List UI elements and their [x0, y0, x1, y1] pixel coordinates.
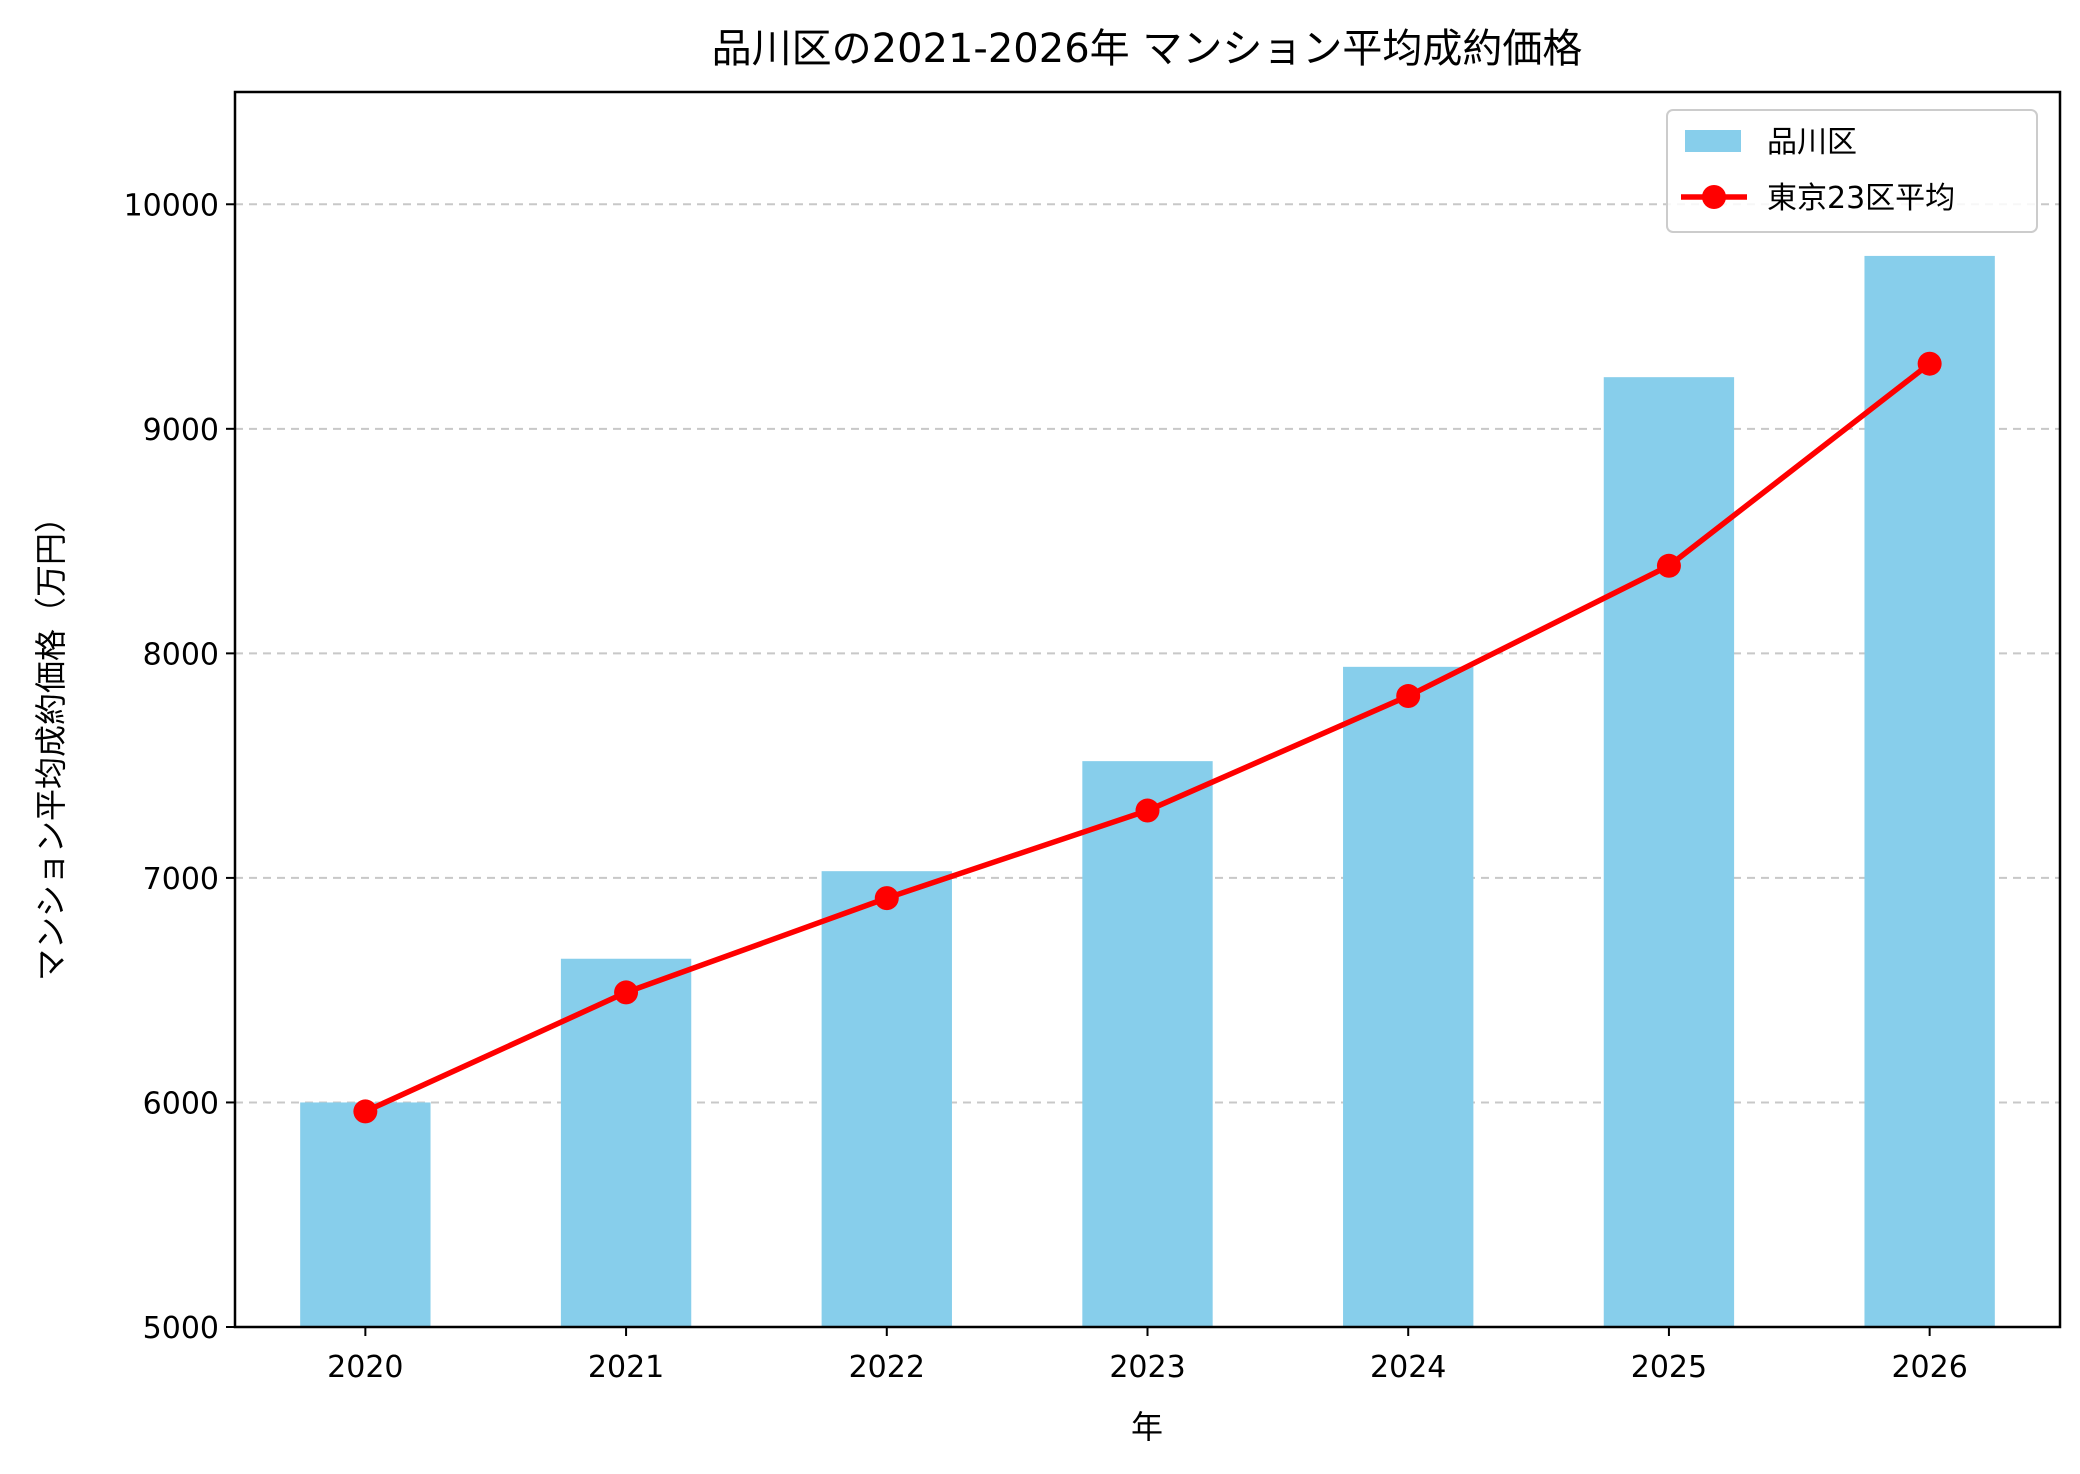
legend-label-tokyo23-average: 東京23区平均 — [1767, 181, 1955, 216]
y-tick-label: 5000 — [143, 1311, 219, 1346]
x-tick-label: 2021 — [588, 1350, 664, 1385]
line-point-2025 — [1656, 553, 1681, 578]
bar-2023 — [1082, 761, 1213, 1327]
bar-2026 — [1864, 255, 1995, 1327]
x-tick-label: 2022 — [849, 1350, 925, 1385]
line-point-2020 — [353, 1099, 378, 1124]
legend-label-shinagawa: 品川区 — [1767, 125, 1857, 160]
legend-box — [1666, 109, 2038, 233]
y-tick-label: 8000 — [143, 637, 219, 672]
legend-swatch-bar — [1685, 130, 1741, 152]
x-tick-label: 2025 — [1631, 1350, 1707, 1385]
y-tick-label: 9000 — [143, 413, 219, 448]
x-axis: 2020 2021 2022 2023 2024 2025 2026 — [327, 1327, 1968, 1385]
bar-2022 — [821, 871, 952, 1327]
y-tick-label: 7000 — [143, 862, 219, 897]
bar-2025 — [1603, 377, 1735, 1327]
y-tick-label: 6000 — [143, 1086, 219, 1121]
bar-2020 — [300, 1102, 431, 1327]
line-point-2026 — [1917, 351, 1942, 376]
line-point-2022 — [874, 886, 899, 911]
y-axis: 5000 6000 7000 8000 9000 10000 — [124, 188, 235, 1346]
x-tick-label: 2023 — [1109, 1350, 1185, 1385]
x-axis-label: 年 — [1131, 1408, 1163, 1446]
line-point-2024 — [1396, 684, 1421, 709]
bar-layer — [300, 255, 1995, 1327]
bar-2021 — [560, 958, 692, 1327]
bar-2024 — [1343, 666, 1474, 1327]
chart-title: 品川区の2021-2026年 マンション平均成約価格 — [712, 26, 1583, 72]
legend-swatch-marker — [1702, 185, 1726, 209]
y-axis-label: マンション平均成約価格（万円） — [32, 501, 70, 981]
x-tick-label: 2026 — [1891, 1350, 1967, 1385]
x-tick-label: 2020 — [327, 1350, 403, 1385]
line-point-2021 — [614, 980, 639, 1005]
line-point-2023 — [1135, 798, 1160, 823]
line-layer — [353, 351, 1942, 1124]
y-tick-label: 10000 — [124, 188, 219, 223]
x-tick-label: 2024 — [1370, 1350, 1446, 1385]
